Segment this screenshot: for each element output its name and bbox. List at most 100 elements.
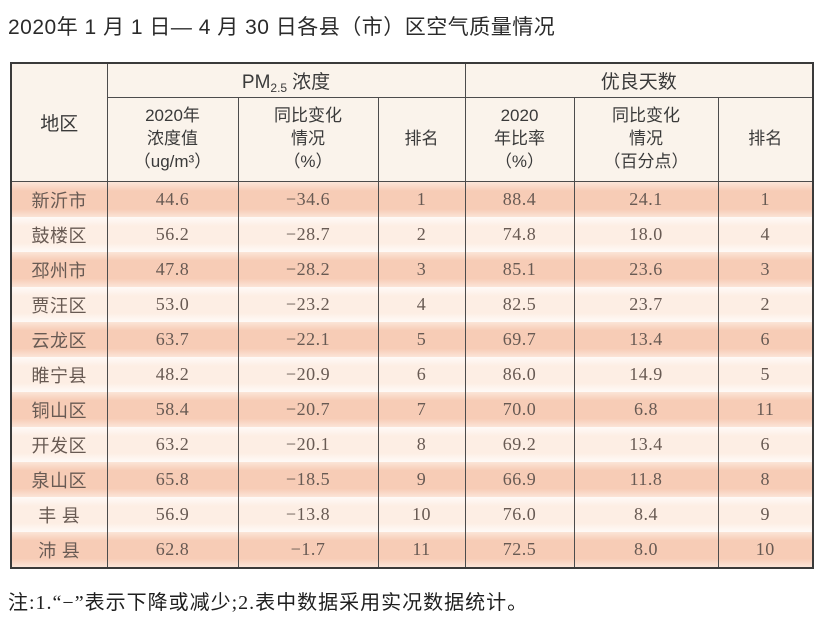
cell-pm-change: −23.2 — [237, 287, 378, 322]
cell-pm-change: −34.6 — [237, 181, 378, 217]
cell-days-rank: 6 — [717, 427, 814, 462]
header-pm-change: 同比变化 情况 （%） — [237, 97, 378, 182]
cell-days-ratio: 85.1 — [464, 252, 574, 287]
table-row: 新沂市 44.6 −34.6 1 88.4 24.1 1 — [10, 181, 814, 217]
cell-pm-value: 44.6 — [106, 181, 238, 217]
header-sub-row: 2020年 浓度值 （ug/m³） 同比变化 情况 （%） 排名 2020 年比… — [11, 97, 814, 182]
cell-days-rank: 8 — [717, 462, 814, 497]
cell-pm-change: −20.1 — [237, 427, 378, 462]
cell-pm-value: 63.7 — [106, 322, 238, 357]
cell-pm-change: −20.7 — [237, 392, 378, 427]
cell-days-ratio: 69.7 — [464, 322, 574, 357]
cell-pm-rank: 3 — [377, 252, 465, 287]
cell-days-ratio: 70.0 — [464, 392, 574, 427]
cell-pm-change: −22.1 — [237, 322, 378, 357]
cell-pm-change: −13.8 — [237, 497, 378, 532]
cell-days-change: 13.4 — [573, 322, 718, 357]
table-row: 云龙区 63.7 −22.1 5 69.7 13.4 6 — [10, 322, 814, 357]
cell-pm-value: 56.9 — [106, 497, 238, 532]
header-group-good-days: 优良天数 — [464, 63, 814, 98]
table-row: 丰 县 56.9 −13.8 10 76.0 8.4 9 — [10, 497, 814, 532]
cell-pm-value: 65.8 — [106, 462, 238, 497]
cell-pm-change: −1.7 — [237, 532, 378, 568]
table-row: 泉山区 65.8 −18.5 9 66.9 11.8 8 — [10, 462, 814, 497]
cell-pm-value: 53.0 — [106, 287, 238, 322]
cell-region: 开发区 — [10, 427, 107, 462]
cell-region: 邳州市 — [10, 252, 107, 287]
cell-region: 睢宁县 — [10, 357, 107, 392]
cell-days-rank: 2 — [717, 287, 814, 322]
air-quality-table: 地区 PM2.5 浓度 优良天数 2020年 浓度值 （ug/m³） 同比变化 情… — [10, 62, 815, 569]
cell-pm-change: −28.7 — [237, 217, 378, 252]
header-days-rank: 排名 — [717, 97, 814, 182]
table-header: 地区 PM2.5 浓度 优良天数 2020年 浓度值 （ug/m³） 同比变化 情… — [10, 63, 814, 182]
header-pm-rank: 排名 — [377, 97, 465, 182]
cell-pm-rank: 4 — [377, 287, 465, 322]
table-row: 睢宁县 48.2 −20.9 6 86.0 14.9 5 — [10, 357, 814, 392]
cell-days-rank: 5 — [717, 357, 814, 392]
cell-pm-change: −18.5 — [237, 462, 378, 497]
header-group-pm25: PM2.5 浓度 — [106, 63, 465, 98]
cell-pm-change: −28.2 — [237, 252, 378, 287]
cell-days-change: 23.6 — [573, 252, 718, 287]
cell-days-rank: 9 — [717, 497, 814, 532]
cell-region: 新沂市 — [10, 181, 107, 217]
cell-pm-rank: 8 — [377, 427, 465, 462]
table-body: 新沂市 44.6 −34.6 1 88.4 24.1 1 鼓楼区 56.2 −2… — [10, 181, 814, 568]
cell-days-ratio: 76.0 — [464, 497, 574, 532]
pm25-label-prefix: PM — [241, 71, 271, 93]
table-row: 沛 县 62.8 −1.7 11 72.5 8.0 10 — [10, 532, 814, 568]
cell-pm-rank: 5 — [377, 322, 465, 357]
cell-region: 云龙区 — [10, 322, 107, 357]
cell-days-rank: 6 — [717, 322, 814, 357]
header-pm-value: 2020年 浓度值 （ug/m³） — [106, 97, 238, 182]
cell-days-ratio: 86.0 — [464, 357, 574, 392]
cell-days-change: 14.9 — [573, 357, 718, 392]
cell-pm-value: 56.2 — [106, 217, 238, 252]
cell-region: 泉山区 — [10, 462, 107, 497]
cell-region: 鼓楼区 — [10, 217, 107, 252]
cell-pm-value: 63.2 — [106, 427, 238, 462]
cell-region: 贾汪区 — [10, 287, 107, 322]
cell-days-change: 8.4 — [573, 497, 718, 532]
cell-pm-value: 58.4 — [106, 392, 238, 427]
table-row: 铜山区 58.4 −20.7 7 70.0 6.8 11 — [10, 392, 814, 427]
cell-days-ratio: 72.5 — [464, 532, 574, 568]
cell-region: 沛 县 — [10, 532, 107, 568]
cell-days-ratio: 66.9 — [464, 462, 574, 497]
table-row: 邳州市 47.8 −28.2 3 85.1 23.6 3 — [10, 252, 814, 287]
cell-days-change: 6.8 — [573, 392, 718, 427]
cell-days-change: 24.1 — [573, 181, 718, 217]
cell-days-rank: 3 — [717, 252, 814, 287]
footnote: 注:1.“−”表示下降或减少;2.表中数据采用实况数据统计。 — [8, 592, 529, 614]
cell-pm-value: 62.8 — [106, 532, 238, 568]
header-days-ratio: 2020 年比率 （%） — [464, 97, 574, 182]
header-group-row: 地区 PM2.5 浓度 优良天数 — [10, 63, 814, 182]
cell-region: 铜山区 — [10, 392, 107, 427]
cell-pm-value: 48.2 — [106, 357, 238, 392]
cell-pm-change: −20.9 — [237, 357, 378, 392]
cell-days-ratio: 88.4 — [464, 181, 574, 217]
cell-days-rank: 1 — [717, 181, 814, 217]
cell-days-change: 8.0 — [573, 532, 718, 568]
table-row: 鼓楼区 56.2 −28.7 2 74.8 18.0 4 — [10, 217, 814, 252]
cell-days-rank: 10 — [717, 532, 814, 568]
table-row: 开发区 63.2 −20.1 8 69.2 13.4 6 — [10, 427, 814, 462]
cell-pm-rank: 7 — [377, 392, 465, 427]
header-region: 地区 — [10, 63, 107, 182]
cell-pm-rank: 1 — [377, 181, 465, 217]
cell-days-rank: 11 — [717, 392, 814, 427]
cell-days-change: 11.8 — [573, 462, 718, 497]
cell-pm-value: 47.8 — [106, 252, 238, 287]
cell-pm-rank: 9 — [377, 462, 465, 497]
cell-region: 丰 县 — [10, 497, 107, 532]
pm25-label-suffix: 浓度 — [292, 71, 331, 93]
cell-days-change: 18.0 — [573, 217, 718, 252]
cell-days-ratio: 82.5 — [464, 287, 574, 322]
cell-pm-rank: 2 — [377, 217, 465, 252]
table-row: 贾汪区 53.0 −23.2 4 82.5 23.7 2 — [10, 287, 814, 322]
cell-days-change: 23.7 — [573, 287, 718, 322]
cell-pm-rank: 11 — [377, 532, 465, 568]
cell-pm-rank: 6 — [377, 357, 465, 392]
pm25-label-subscript: 2.5 — [270, 80, 288, 95]
